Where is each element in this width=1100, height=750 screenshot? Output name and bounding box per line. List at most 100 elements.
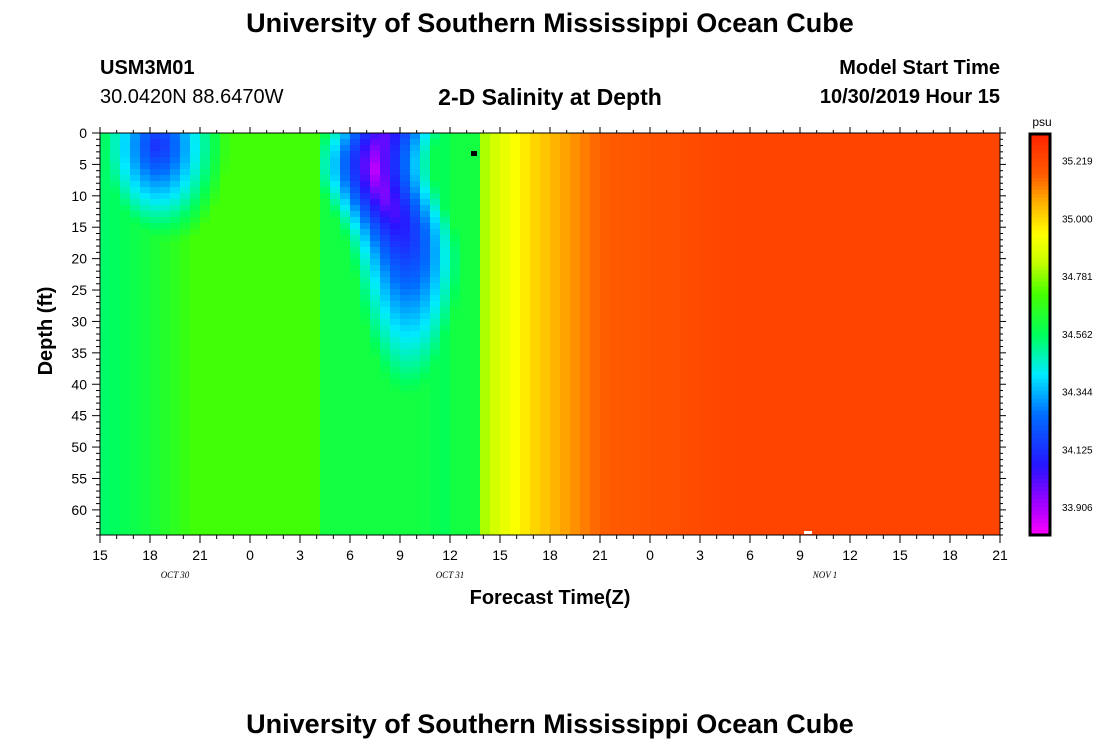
heatmap-cell: [540, 421, 551, 428]
heatmap-cell: [820, 337, 831, 344]
heatmap-cell: [210, 199, 221, 206]
heatmap-cell: [430, 235, 441, 242]
heatmap-cell: [560, 379, 571, 386]
heatmap-cell: [630, 445, 641, 452]
heatmap-cell: [950, 133, 961, 140]
heatmap-cell: [180, 391, 191, 398]
heatmap-cell: [610, 409, 621, 416]
heatmap-cell: [620, 175, 631, 182]
heatmap-cell: [120, 337, 131, 344]
heatmap-cell: [420, 193, 431, 200]
heatmap-cell: [370, 223, 381, 230]
heatmap-cell: [230, 163, 241, 170]
heatmap-cell: [120, 439, 131, 446]
heatmap-cell: [260, 145, 271, 152]
heatmap-cell: [490, 433, 501, 440]
heatmap-cell: [660, 247, 671, 254]
heatmap-cell: [870, 181, 881, 188]
heatmap-cell: [690, 361, 701, 368]
heatmap-cell: [830, 169, 841, 176]
heatmap-cell: [110, 367, 121, 374]
heatmap-cell: [700, 187, 711, 194]
heatmap-cell: [210, 295, 221, 302]
heatmap-cell: [810, 313, 821, 320]
heatmap-cell: [500, 385, 511, 392]
heatmap-cell: [740, 331, 751, 338]
heatmap-cell: [340, 319, 351, 326]
heatmap-cell: [910, 379, 921, 386]
heatmap-cell: [540, 187, 551, 194]
heatmap-cell: [100, 217, 111, 224]
heatmap-cell: [950, 181, 961, 188]
heatmap-cell: [240, 385, 251, 392]
heatmap-cell: [480, 457, 491, 464]
heatmap-cell: [860, 151, 871, 158]
heatmap-cell: [340, 271, 351, 278]
heatmap-cell: [190, 265, 201, 272]
heatmap-cell: [160, 337, 171, 344]
heatmap-cell: [120, 289, 131, 296]
heatmap-cell: [420, 301, 431, 308]
heatmap-cell: [280, 373, 291, 380]
heatmap-cell: [860, 217, 871, 224]
heatmap-cell: [820, 313, 831, 320]
heatmap-cell: [620, 349, 631, 356]
heatmap-cell: [890, 145, 901, 152]
heatmap-cell: [110, 337, 121, 344]
heatmap-cell: [210, 385, 221, 392]
heatmap-cell: [720, 175, 731, 182]
heatmap-cell: [320, 205, 331, 212]
heatmap-cell: [180, 289, 191, 296]
heatmap-cell: [660, 163, 671, 170]
heatmap-cell: [660, 241, 671, 248]
heatmap-cell: [750, 331, 761, 338]
heatmap-cell: [710, 265, 721, 272]
heatmap-cell: [600, 253, 611, 260]
heatmap-cell: [620, 253, 631, 260]
heatmap-cell: [840, 175, 851, 182]
heatmap-cell: [370, 337, 381, 344]
heatmap-cell: [810, 391, 821, 398]
heatmap-cell: [660, 199, 671, 206]
heatmap-cell: [830, 205, 841, 212]
heatmap-cell: [670, 133, 681, 140]
heatmap-cell: [940, 349, 951, 356]
heatmap-cell: [230, 223, 241, 230]
heatmap-cell: [730, 199, 741, 206]
heatmap-cell: [440, 283, 451, 290]
heatmap-cell: [500, 181, 511, 188]
heatmap-cell: [710, 169, 721, 176]
heatmap-cell: [470, 181, 481, 188]
heatmap-cell: [830, 265, 841, 272]
heatmap-cell: [900, 403, 911, 410]
heatmap-cell: [840, 451, 851, 458]
heatmap-cell: [800, 289, 811, 296]
heatmap-cell: [250, 181, 261, 188]
heatmap-cell: [280, 361, 291, 368]
heatmap-cell: [400, 379, 411, 386]
heatmap-cell: [630, 145, 641, 152]
heatmap-cell: [450, 307, 461, 314]
heatmap-cell: [540, 253, 551, 260]
heatmap-cell: [900, 139, 911, 146]
heatmap-cell: [170, 181, 181, 188]
heatmap-cell: [140, 451, 151, 458]
heatmap-cell: [340, 181, 351, 188]
heatmap-cell: [960, 361, 971, 368]
heatmap-cell: [430, 229, 441, 236]
heatmap-cell: [510, 247, 521, 254]
heatmap-cell: [730, 289, 741, 296]
heatmap-cell: [810, 445, 821, 452]
heatmap-cell: [160, 313, 171, 320]
heatmap-cell: [670, 277, 681, 284]
heatmap-cell: [390, 271, 401, 278]
heatmap-cell: [970, 259, 981, 266]
heatmap-cell: [410, 397, 421, 404]
heatmap-cell: [750, 139, 761, 146]
heatmap-cell: [310, 289, 321, 296]
heatmap-cell: [290, 397, 301, 404]
heatmap-cell: [720, 205, 731, 212]
heatmap-cell: [420, 223, 431, 230]
heatmap-cell: [300, 397, 311, 404]
heatmap-cell: [470, 133, 481, 140]
